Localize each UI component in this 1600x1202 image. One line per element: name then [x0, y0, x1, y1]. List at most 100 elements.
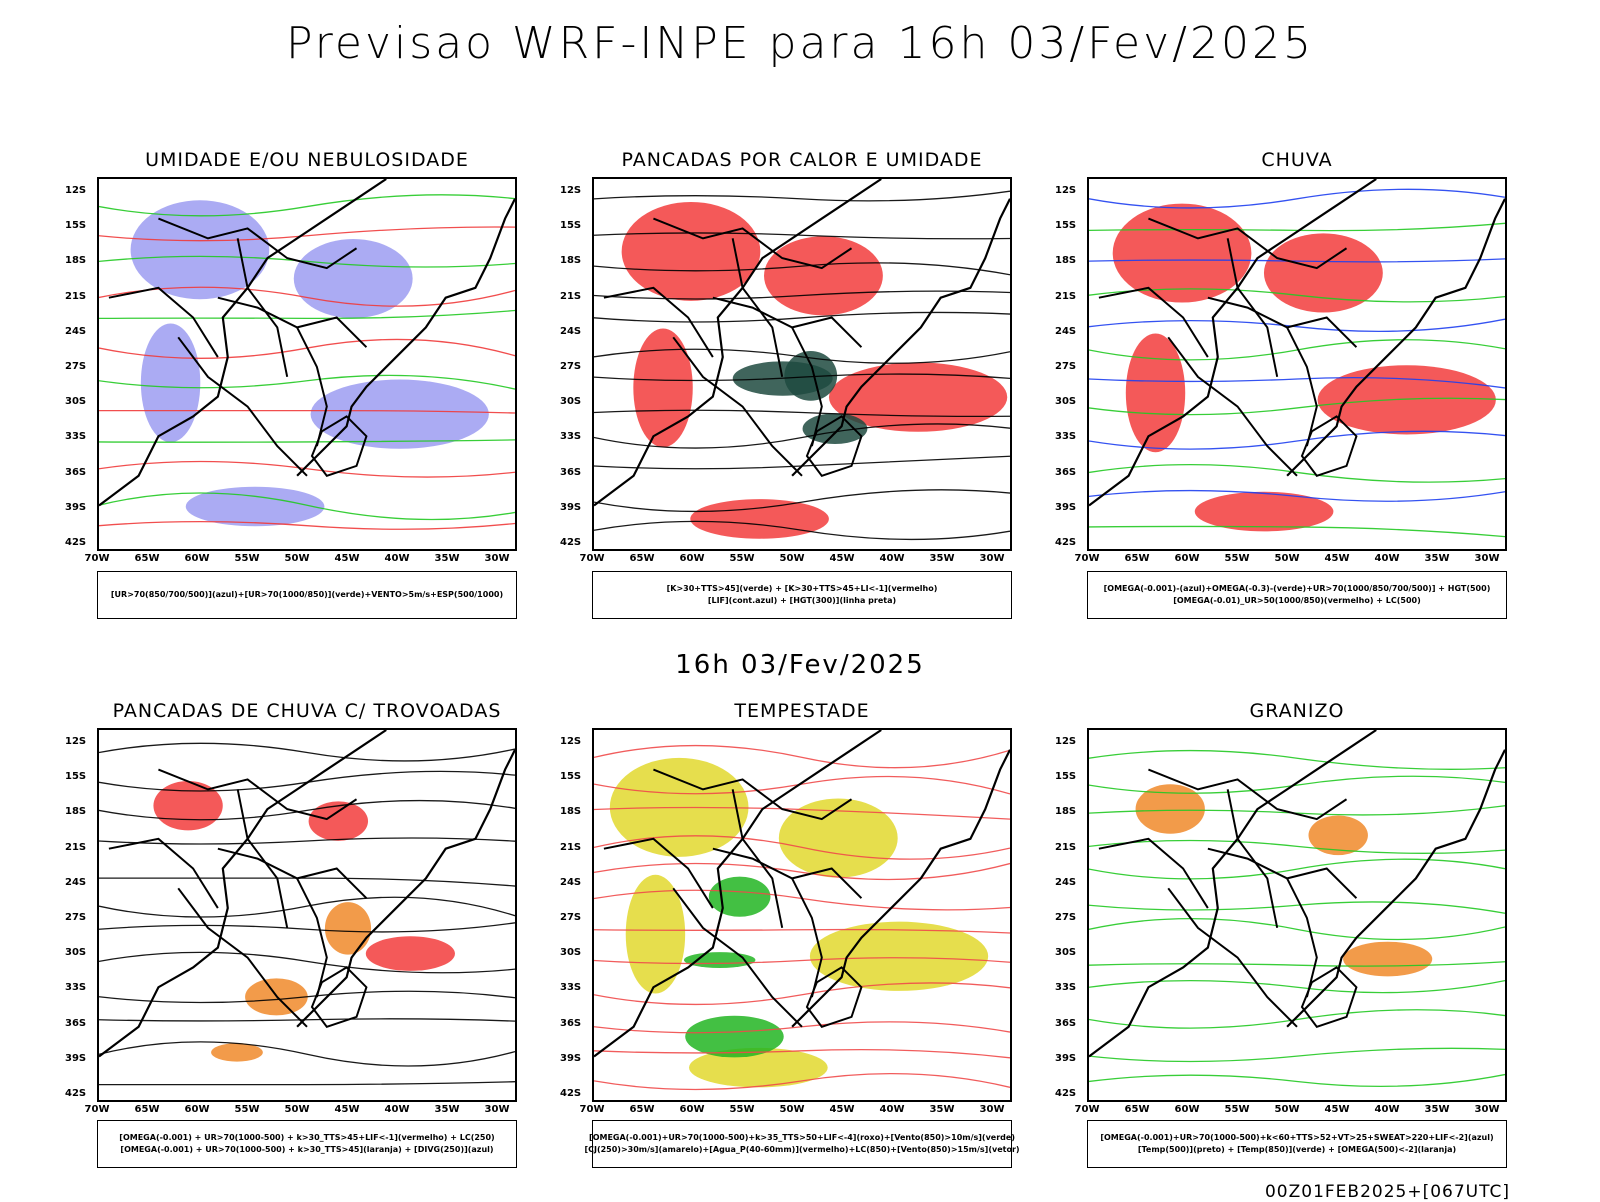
country-border — [1226, 238, 1279, 378]
lat-tick-label: 24S — [1055, 876, 1077, 888]
country-border — [712, 296, 863, 348]
shaded-region — [690, 499, 829, 539]
map-canvas — [99, 179, 515, 530]
contour-line — [1089, 1009, 1505, 1029]
contour-line — [1089, 222, 1505, 232]
contour-line — [594, 190, 1010, 202]
contour-line — [99, 492, 515, 521]
lat-tick-label: 21S — [65, 841, 87, 853]
country-border — [1286, 326, 1318, 447]
lat-tick-label: 12S — [1055, 736, 1077, 747]
lat-tick-label: 42S — [1055, 537, 1077, 548]
lat-tick-label: 15S — [65, 220, 87, 232]
lon-tick-label: 55W — [729, 1104, 755, 1115]
map-canvas — [594, 179, 1010, 541]
lat-tick-label: 39S — [560, 501, 582, 513]
contour-line — [594, 928, 1010, 934]
contour-line — [594, 232, 1010, 240]
lon-tick-label: 60W — [184, 1104, 210, 1115]
secondary-region — [784, 350, 838, 401]
lon-tick-label: 70W — [579, 553, 605, 564]
lon-tick-label: 70W — [1074, 553, 1100, 564]
lat-tick-label: 15S — [65, 771, 87, 783]
coastline — [99, 179, 515, 507]
panel-legend: [UR>70(850/700/500)](azul)+[UR>70(1000/8… — [97, 571, 517, 619]
contour-line — [1089, 749, 1505, 770]
secondary-region — [708, 876, 771, 917]
lat-tick-label: 12S — [65, 185, 87, 196]
map-pancadas-calor — [592, 177, 1012, 551]
contour-line — [1089, 918, 1505, 941]
lat-tick-label: 18S — [65, 255, 87, 267]
lon-tick-label: 65W — [134, 1104, 160, 1115]
coastline — [1089, 730, 1505, 1058]
lon-tick-label: 50W — [1274, 553, 1300, 564]
legend-line: [OMEGA(-0.001) + UR>70(1000-500) + k>30_… — [119, 1133, 495, 1142]
contour-line — [1089, 525, 1505, 538]
lon-tick-label: 55W — [1224, 553, 1250, 564]
lat-tick-label: 21S — [65, 290, 87, 302]
lat-tick-label: 27S — [65, 361, 87, 372]
country-border — [1226, 789, 1279, 929]
country-border — [158, 217, 358, 270]
lon-tick-label: 30W — [979, 553, 1005, 564]
lat-tick-label: 27S — [65, 912, 87, 923]
lon-tick-label: 50W — [284, 1104, 310, 1115]
contour-line — [1089, 1073, 1505, 1088]
contour-line — [1089, 979, 1505, 994]
shaded-region — [809, 921, 989, 991]
lon-tick-label: 60W — [1174, 553, 1200, 564]
lat-tick-label: 15S — [1055, 220, 1077, 232]
lat-tick-label: 12S — [560, 736, 582, 747]
lat-tick-label: 39S — [560, 1052, 582, 1064]
legend-line: [OMEGA(-0.001)-(azul)+OMEGA(-0.3)-(verde… — [1103, 584, 1491, 593]
country-border — [310, 966, 368, 1028]
lon-tick-label: 40W — [879, 1104, 905, 1115]
contour-line — [594, 1021, 1010, 1034]
contour-line — [1089, 489, 1505, 502]
country-border — [217, 847, 368, 899]
contour-line — [594, 409, 1010, 418]
shaded-region — [1343, 941, 1433, 977]
panel-title: TEMPESTADE — [734, 700, 870, 722]
country-border — [791, 877, 823, 998]
panel-title: UMIDADE E/OU NEBULOSIDADE — [145, 149, 469, 171]
lat-tick-label: 39S — [65, 1052, 87, 1064]
coastline — [594, 730, 1010, 1058]
lat-tick-label: 18S — [1055, 806, 1077, 818]
country-border — [296, 877, 328, 998]
country-border — [653, 768, 853, 821]
contour-line — [99, 742, 515, 762]
lat-tick-label: 18S — [65, 806, 87, 818]
country-border — [177, 887, 308, 1028]
contour-line — [99, 951, 515, 974]
country-border — [310, 415, 368, 477]
country-border — [672, 887, 803, 1028]
lon-tick-label: 70W — [84, 553, 110, 564]
lat-tick-label: 39S — [65, 501, 87, 513]
lon-tick-label: 55W — [1224, 1104, 1250, 1115]
lat-tick-label: 33S — [1055, 431, 1077, 443]
map-trovoadas — [97, 728, 517, 1102]
lon-tick-label: 65W — [1124, 553, 1150, 564]
lat-tick-label: 27S — [1055, 361, 1077, 372]
contour-line — [594, 835, 1010, 860]
lon-tick-label: 55W — [234, 553, 260, 564]
shaded-region — [140, 323, 201, 443]
lon-tick-label: 60W — [184, 553, 210, 564]
lat-tick-label: 33S — [65, 431, 87, 443]
map-canvas — [1089, 730, 1505, 1088]
map-umidade — [97, 177, 517, 551]
lon-tick-label: 30W — [1474, 1104, 1500, 1115]
contour-line — [99, 1041, 515, 1067]
legend-line: [CJ(250)>30m/s](amarelo)+[Agua_P(40-60mm… — [584, 1145, 1020, 1154]
lon-tick-label: 35W — [434, 1104, 460, 1115]
contour-line — [99, 799, 515, 821]
contour-line — [594, 373, 1010, 382]
lon-tick-label: 35W — [434, 553, 460, 564]
contour-line — [99, 439, 515, 443]
shaded-region — [130, 200, 270, 300]
lat-tick-label: 42S — [65, 1088, 87, 1099]
lat-tick-label: 30S — [560, 947, 582, 959]
map-canvas — [594, 730, 1010, 1091]
